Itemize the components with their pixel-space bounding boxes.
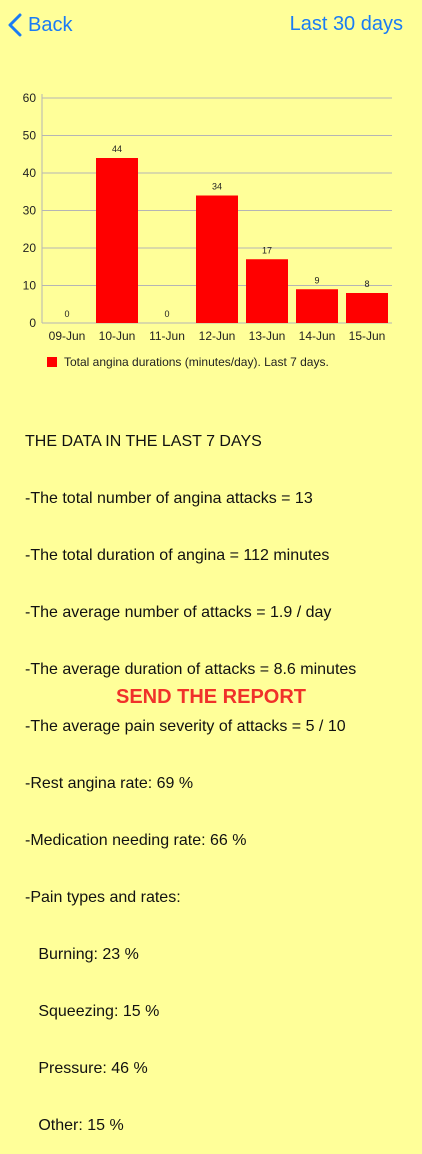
bar-15-Jun: [346, 293, 388, 323]
stat-line-squeezing: Squeezing: 15 %: [25, 1003, 160, 1020]
stat-line-rest-angina: -Rest angina rate: 69 %: [25, 775, 194, 792]
stat-line-other: Other: 15 %: [25, 1117, 124, 1134]
stat-line-burning: Burning: 23 %: [25, 946, 139, 963]
x-tick-label-13-Jun: 13-Jun: [249, 329, 286, 343]
x-tick-label-12-Jun: 12-Jun: [199, 329, 236, 343]
stat-line-pain-types: -Pain types and rates:: [25, 889, 181, 906]
x-tick-label-15-Jun: 15-Jun: [349, 329, 386, 343]
chevron-left-icon: [8, 13, 22, 37]
chart-legend: Total angina durations (minutes/day). La…: [47, 355, 329, 369]
send-report-button[interactable]: SEND THE REPORT: [115, 686, 307, 708]
y-tick-label: 40: [23, 166, 37, 180]
bar-12-Jun: [196, 195, 238, 323]
data-label-15-Jun: 8: [364, 279, 369, 289]
data-label-12-Jun: 34: [212, 182, 222, 192]
data-label-10-Jun: 44: [112, 144, 122, 154]
legend-swatch: [47, 357, 57, 367]
x-tick-label-11-Jun: 11-Jun: [149, 329, 185, 343]
stat-line-total-duration: -The total duration of angina = 112 minu…: [25, 547, 330, 564]
legend-label: Total angina durations (minutes/day). La…: [64, 355, 329, 369]
last-30-days-button[interactable]: Last 30 days: [289, 13, 403, 35]
y-tick-label: 20: [23, 241, 37, 255]
stat-line-medication: -Medication needing rate: 66 %: [25, 832, 247, 849]
back-button[interactable]: Back: [8, 11, 72, 39]
bar-13-Jun: [246, 259, 288, 323]
x-tick-label-09-Jun: 09-Jun: [49, 329, 86, 343]
angina-duration-chart: 0 10 20 30 40 50 60 0 09-Jun 44 10-Jun 0 11-Jun 34 12-…: [23, 91, 392, 343]
stat-line-avg-severity: -The average pain severity of attacks = …: [25, 718, 346, 735]
y-tick-label: 10: [23, 279, 37, 293]
back-label: Back: [28, 13, 73, 36]
y-tick-label: 30: [23, 204, 37, 218]
stat-line-total-attacks: -The total number of angina attacks = 13: [25, 490, 313, 507]
y-tick-label: 50: [23, 129, 37, 143]
bar-10-Jun: [96, 158, 138, 323]
bar-14-Jun: [296, 289, 338, 323]
data-label-13-Jun: 17: [262, 245, 272, 255]
stat-line-pressure: Pressure: 46 %: [25, 1060, 148, 1077]
stat-line-avg-duration: -The average duration of attacks = 8.6 m…: [25, 661, 357, 678]
x-tick-label-14-Jun: 14-Jun: [299, 329, 336, 343]
data-label-09-Jun: 0: [64, 309, 69, 319]
navigation-bar: Back Last 30 days: [0, 0, 422, 50]
stats-panel: THE DATA IN THE LAST 7 DAYS -The total n…: [25, 394, 356, 1154]
stat-line-avg-attacks: -The average number of attacks = 1.9 / d…: [25, 604, 332, 621]
y-tick-label: 0: [29, 316, 36, 330]
y-tick-label: 60: [23, 91, 37, 105]
stats-heading: THE DATA IN THE LAST 7 DAYS: [25, 433, 262, 450]
data-label-14-Jun: 9: [314, 275, 319, 285]
data-label-11-Jun: 0: [164, 309, 169, 319]
x-tick-label-10-Jun: 10-Jun: [99, 329, 136, 343]
